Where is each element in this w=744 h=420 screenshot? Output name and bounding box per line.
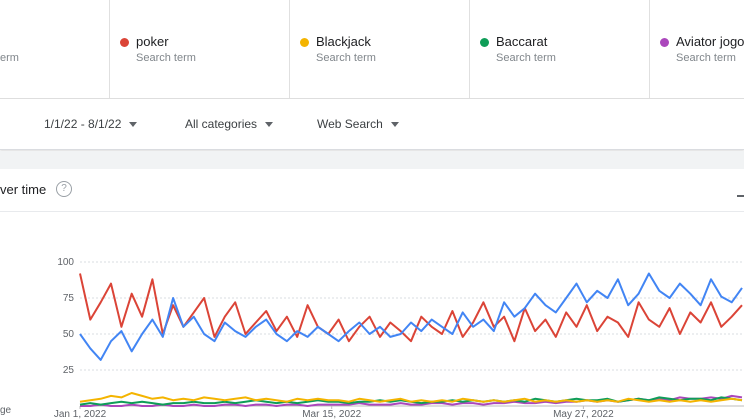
legend-label: Baccarat xyxy=(496,34,548,49)
category-filter[interactable]: All categories xyxy=(185,117,273,131)
term-subtitle: erm xyxy=(0,52,19,64)
term-subtitle: Search term xyxy=(316,52,376,64)
x-tick-label: Mar 15, 2022 xyxy=(302,409,361,420)
y-tick-label: 75 xyxy=(63,293,75,304)
term-card[interactable]: Blackjack Search term xyxy=(290,0,470,98)
term-card[interactable]: poker Search term xyxy=(110,0,290,98)
date-filter[interactable]: 1/1/22 - 8/1/22 xyxy=(44,117,137,131)
legend-dot xyxy=(660,38,669,47)
header-bar: erm poker Search term Blackjack Search t… xyxy=(0,0,744,99)
search-type-filter[interactable]: Web Search xyxy=(317,117,399,131)
y-tick-label: 25 xyxy=(63,365,75,376)
term-card[interactable]: erm xyxy=(0,0,110,98)
x-tick-label: May 27, 2022 xyxy=(553,409,614,420)
help-icon[interactable]: ? xyxy=(56,181,72,197)
legend-dot xyxy=(120,38,129,47)
term-subtitle: Search term xyxy=(676,52,736,64)
term-subtitle: Search term xyxy=(496,52,556,64)
download-icon[interactable] xyxy=(737,183,744,197)
term-card[interactable]: Aviator jogo Search term xyxy=(650,0,744,98)
series-line xyxy=(79,396,743,406)
legend-label: Blackjack xyxy=(316,34,371,49)
legend-dot xyxy=(480,38,489,47)
card-title: ver time xyxy=(0,182,47,197)
filter-bar: 1/1/22 - 8/1/22 All categories Web Searc… xyxy=(0,99,744,150)
separator xyxy=(0,151,744,169)
term-subtitle: Search term xyxy=(136,52,196,64)
legend-label: Aviator jogo xyxy=(676,34,744,49)
series-line xyxy=(79,273,743,343)
card-header: ver time ? xyxy=(0,169,744,212)
series-line xyxy=(79,392,743,403)
series-line xyxy=(80,394,743,407)
side-label: ge xyxy=(0,405,12,416)
y-tick-label: 50 xyxy=(63,329,75,340)
x-tick-label: Jan 1, 2022 xyxy=(54,409,107,420)
series-line xyxy=(79,272,743,361)
legend-label: poker xyxy=(136,34,169,49)
y-tick-label: 100 xyxy=(57,257,74,268)
legend-dot xyxy=(300,38,309,47)
term-card[interactable]: Baccarat Search term xyxy=(470,0,650,98)
